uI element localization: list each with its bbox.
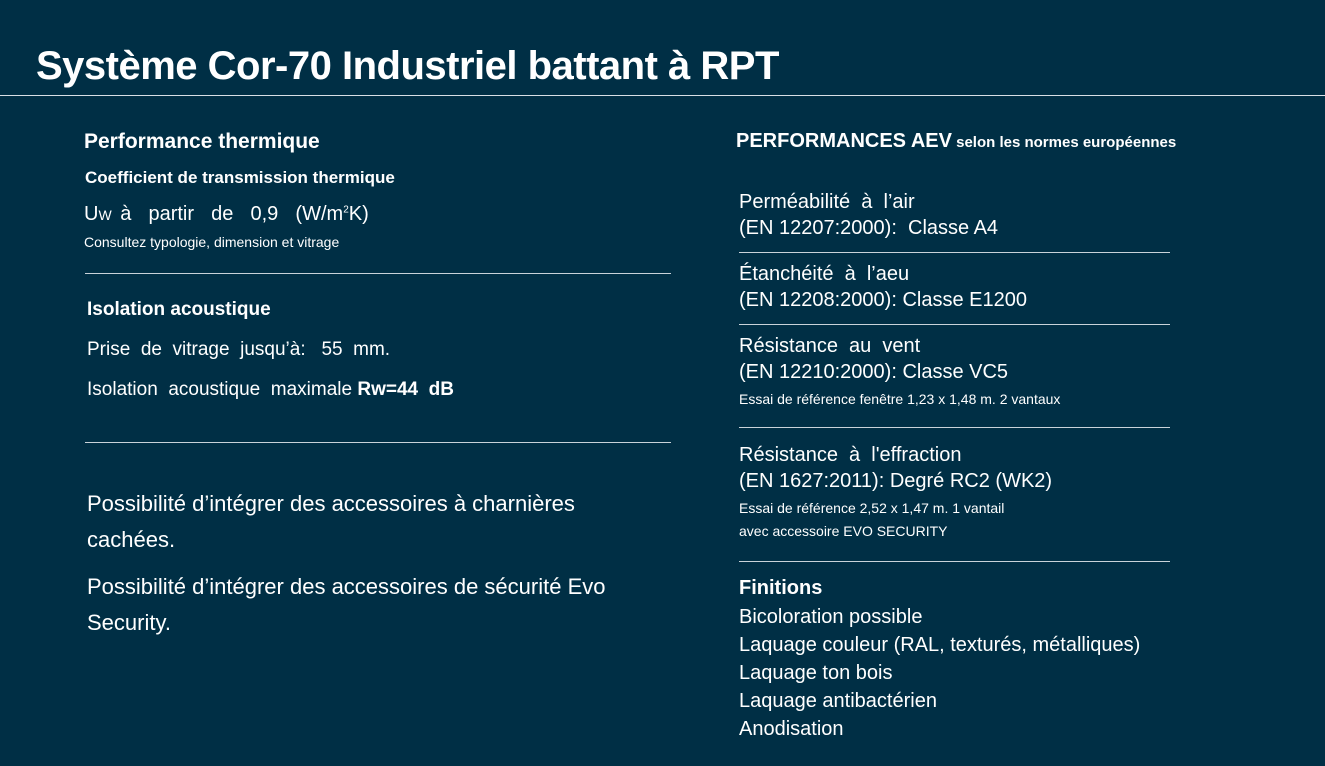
finish-item: Anodisation [739, 718, 844, 740]
aev-heading-sub: selon les normes européennes [951, 134, 1177, 151]
right-divider-4 [739, 561, 1170, 562]
acoustic-max: Isolation acoustique maximale Rw=44 dB [87, 379, 454, 401]
right-divider-2 [739, 324, 1170, 325]
aev-item-wind-line2: (EN 12210:2000): Classe VC5 [739, 361, 1009, 383]
aev-item-burglary-line1: Résistance à l'effraction [739, 444, 962, 466]
finishes-list: Bicoloration possible Laquage couleur (R… [739, 603, 1140, 743]
finish-item: Laquage ton bois [739, 662, 893, 684]
left-divider-1 [85, 273, 671, 274]
uw-text: à partir de 0,9 (W/m [111, 203, 344, 225]
possibility-hinges: Possibilité d’intégrer des accessoires à… [87, 491, 575, 552]
uw-end: K) [348, 203, 369, 225]
acoustic-heading: Isolation acoustique [87, 299, 271, 320]
possibility-security: Possibilité d’intégrer des accessoires d… [87, 574, 606, 635]
thermal-note: Consultez typologie, dimension et vitrag… [84, 234, 340, 250]
aev-item-water-line1: Étanchéité à l’aeu [739, 263, 910, 285]
aev-item-burglary-note1: Essai de référence 2,52 x 1,47 m. 1 vant… [739, 500, 1005, 516]
aev-item-air-line1: Perméabilité à l’air [739, 191, 915, 213]
aev-item-water-line2: (EN 12208:2000): Classe E1200 [739, 289, 1027, 311]
aev-item-burglary-line2: (EN 1627:2011): Degré RC2 (WK2) [739, 470, 1053, 492]
uw-prefix: U [84, 203, 99, 225]
aev-item-wind-note: Essai de référence fenêtre 1,23 x 1,48 m… [739, 391, 1061, 407]
acoustic-max-label: Isolation acoustique maximale [87, 379, 358, 400]
finishes-heading: Finitions [739, 577, 823, 599]
aev-item-air-line2: (EN 12207:2000): Classe A4 [739, 217, 999, 239]
uw-value: UW à partir de 0,9 (W/m2K) [84, 203, 369, 226]
page-title: Système Cor-70 Industriel battant à RPT [36, 44, 779, 88]
aev-item-burglary-note2: avec accessoire EVO SECURITY [739, 523, 948, 539]
uw-superscript: 2 [343, 204, 349, 216]
left-divider-2 [85, 442, 671, 443]
title-divider [0, 95, 1325, 96]
uw-subscript: W [98, 207, 112, 223]
right-divider-3 [739, 427, 1170, 428]
aev-heading-main: PERFORMANCES AEV [736, 130, 952, 152]
right-divider-1 [739, 252, 1170, 253]
thermal-subheading: Coefficient de transmission thermique [85, 168, 395, 187]
aev-heading: PERFORMANCES AEV selon les normes europé… [736, 130, 1176, 153]
aev-item-wind-line1: Résistance au vent [739, 335, 921, 357]
finish-item: Laquage couleur (RAL, texturés, métalliq… [739, 634, 1141, 656]
thermal-heading: Performance thermique [84, 130, 320, 153]
finish-item: Bicoloration possible [739, 606, 923, 628]
glazing-text: Prise de vitrage jusqu’à: 55 mm. [87, 339, 391, 360]
acoustic-max-value: Rw=44 dB [357, 379, 454, 400]
finish-item: Laquage antibactérien [739, 690, 937, 712]
